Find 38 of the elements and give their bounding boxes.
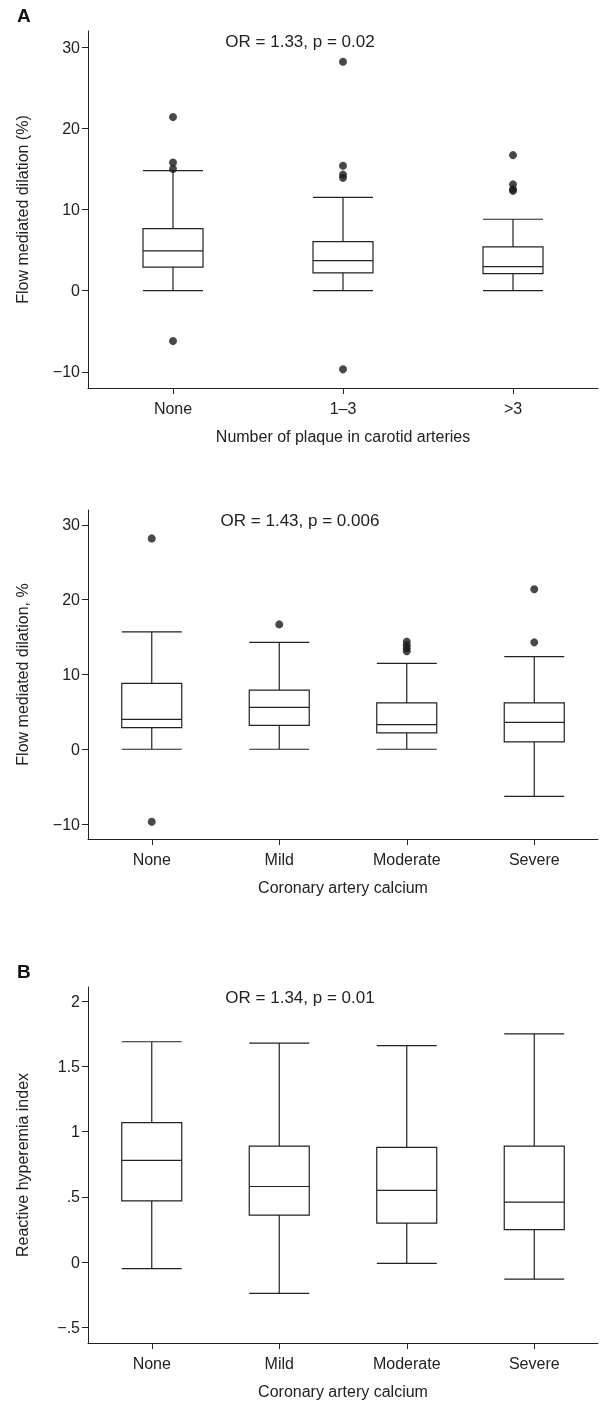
y-tick-label: 0 [71, 740, 81, 758]
y-tick-label: 1.5 [57, 1058, 81, 1076]
y-tick-label: 30 [62, 38, 81, 56]
y-axis-title: Flow mediated dilation, % [13, 583, 31, 766]
y-tick-label: −10 [52, 363, 81, 381]
x-tick-label: None [132, 1354, 171, 1372]
chart-title: A [17, 5, 31, 26]
y-tick-label: 30 [62, 516, 81, 534]
x-tick-label: Severe [508, 850, 560, 868]
x-tick-label: Severe [508, 1354, 560, 1372]
chart-title: B [17, 961, 31, 982]
x-axis-title: Coronary artery calcium [258, 878, 428, 896]
y-tick-label: 20 [62, 591, 81, 609]
x-tick-label: >3 [503, 399, 523, 417]
x-tick-label: Mild [264, 1354, 294, 1372]
x-tick-label: Moderate [372, 1354, 441, 1372]
x-tick-label: 1–3 [329, 399, 357, 417]
y-tick-label: 2 [71, 992, 81, 1010]
y-tick-label: 0 [71, 1253, 81, 1271]
y-tick-label: 1 [71, 1123, 81, 1141]
y-axis-title: Reactive hyperemia index [13, 1072, 31, 1258]
annotation: OR = 1.43, p = 0.006 [220, 511, 380, 530]
y-axis-title: Flow mediated dilation (%) [13, 115, 31, 304]
y-tick-label: −10 [52, 815, 81, 833]
y-tick-label: −.5 [57, 1318, 81, 1336]
y-tick-label: 20 [62, 119, 81, 137]
x-tick-label: Mild [264, 850, 294, 868]
x-tick-label: None [132, 850, 171, 868]
y-tick-label: 10 [62, 666, 81, 683]
annotation: OR = 1.33, p = 0.02 [225, 32, 375, 51]
x-tick-label: None [153, 399, 193, 417]
x-tick-label: Moderate [372, 850, 441, 868]
y-tick-label: 0 [71, 282, 81, 300]
y-tick-label: 10 [62, 201, 81, 218]
y-tick-label: .5 [66, 1188, 81, 1206]
annotation: OR = 1.34, p = 0.01 [225, 988, 375, 1007]
x-axis-title: Coronary artery calcium [258, 1382, 428, 1400]
x-axis-title: Number of plaque in carotid arteries [215, 427, 471, 445]
